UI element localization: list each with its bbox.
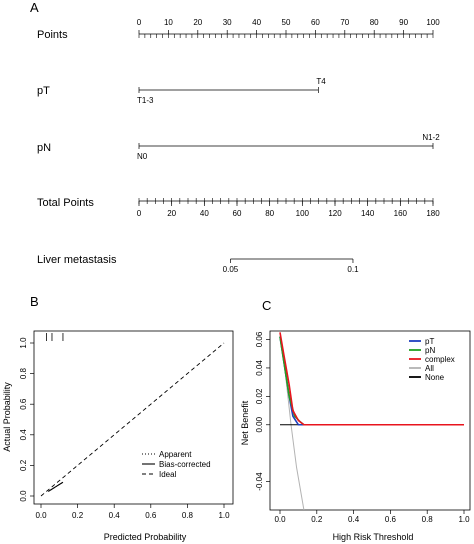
- points-axis-tick-label: 60: [311, 18, 320, 27]
- total-points-axis-tick-label: 120: [328, 209, 342, 218]
- pt-level-label: T4: [316, 77, 326, 86]
- calibration-x-tick-label: 0.4: [109, 511, 121, 520]
- decision-legend-label: All: [425, 364, 434, 373]
- decision-y-axis-title: Net Benefit: [240, 400, 250, 445]
- decision-legend-label: complex: [425, 355, 455, 364]
- total-points-axis-tick-label: 60: [233, 209, 242, 218]
- points-axis-tick-label: 70: [340, 18, 349, 27]
- points-axis-tick-label: 40: [252, 18, 261, 27]
- panel-a-label: A: [30, 0, 39, 15]
- decision-x-tick-label: 0.4: [348, 515, 360, 524]
- total-points-axis-tick-label: 160: [394, 209, 408, 218]
- pn-level-label: N0: [137, 152, 148, 161]
- decision-legend-label: pT: [425, 337, 434, 346]
- decision-legend-label: None: [425, 373, 445, 382]
- calibration-y-tick-label: 0.6: [19, 398, 28, 410]
- decision-legend-label: pN: [425, 346, 435, 355]
- total-points-axis-tick-label: 80: [265, 209, 274, 218]
- calibration-y-tick-label: 0.8: [19, 367, 28, 379]
- calibration-y-tick-label: 0.2: [19, 459, 28, 471]
- calibration-y-axis-title: Actual Probability: [2, 382, 12, 452]
- points-axis-tick-label: 50: [282, 18, 291, 27]
- calibration-y-tick-label: 1.0: [19, 337, 28, 349]
- calibration-legend-label: Apparent: [159, 450, 192, 459]
- decision-x-tick-label: 0.0: [274, 515, 286, 524]
- total-points-axis-tick-label: 0: [137, 209, 142, 218]
- outcome-row-label: Liver metastasis: [37, 254, 117, 266]
- panel-b-label: B: [30, 294, 39, 309]
- points-axis-tick-label: 90: [399, 18, 408, 27]
- calibration-panel: B Predicted Probability Actual Probabili…: [2, 294, 234, 542]
- outcome-axis-tick-label: 0.1: [347, 265, 359, 274]
- calibration-x-tick-label: 0.8: [182, 511, 194, 520]
- calibration-legend-label: Bias-corrected: [159, 460, 211, 469]
- points-axis-tick-label: 80: [370, 18, 379, 27]
- total-points-axis-tick-label: 180: [426, 209, 440, 218]
- decision-y-tick-label: 0.02: [255, 388, 264, 404]
- total-points-axis-tick-label: 40: [200, 209, 209, 218]
- points-axis-tick-label: 100: [426, 18, 440, 27]
- nomogram-panel: A Points pT pN Total Points Liver metast…: [30, 0, 440, 274]
- decision-x-axis-title: High Risk Threshold: [333, 532, 414, 542]
- calibration-y-tick-label: 0.0: [19, 490, 28, 502]
- calibration-y-tick-label: 0.4: [19, 429, 28, 441]
- total-points-row-label: Total Points: [37, 197, 94, 209]
- calibration-series-ideal: [40, 342, 225, 497]
- points-axis-tick-label: 10: [164, 18, 173, 27]
- decision-x-tick-label: 1.0: [458, 515, 470, 524]
- points-row-label: Points: [37, 29, 68, 41]
- decision-y-tick-label: 0.04: [255, 360, 264, 376]
- outcome-axis-tick-label: 0.05: [223, 265, 239, 274]
- calibration-x-tick-label: 0.2: [72, 511, 84, 520]
- decision-x-tick-label: 0.6: [385, 515, 397, 524]
- decision-x-tick-label: 0.2: [311, 515, 323, 524]
- points-axis-tick-label: 0: [137, 18, 142, 27]
- pt-row-label: pT: [37, 85, 50, 97]
- decision-y-tick-label: 0.06: [255, 331, 264, 347]
- calibration-x-tick-label: 0.6: [145, 511, 157, 520]
- points-axis-tick-label: 30: [223, 18, 232, 27]
- calibration-x-tick-label: 0.0: [35, 511, 47, 520]
- decision-y-tick-label: 0.00: [255, 416, 264, 432]
- panel-c-label: C: [262, 298, 271, 313]
- pn-level-label: N1-2: [422, 133, 440, 142]
- decision-y-tick-label: -0.04: [255, 472, 264, 491]
- calibration-plot-frame: [33, 330, 234, 505]
- decision-curve-plot-frame: [269, 330, 471, 511]
- decision-curve-panel: C High Risk Threshold Net Benefit 0.0 0.2…: [240, 298, 471, 542]
- total-points-axis-tick-label: 140: [361, 209, 375, 218]
- calibration-series-bias-corrected: [48, 481, 64, 492]
- pt-level-label: T1-3: [137, 96, 154, 105]
- calibration-legend-label: Ideal: [159, 470, 177, 479]
- decision-x-tick-label: 0.8: [422, 515, 434, 524]
- calibration-x-axis-title: Predicted Probability: [104, 532, 187, 542]
- total-points-axis-tick-label: 20: [167, 209, 176, 218]
- decision-series-complex: [279, 332, 464, 426]
- points-axis-tick-label: 20: [193, 18, 202, 27]
- calibration-x-tick-label: 1.0: [218, 511, 230, 520]
- pn-row-label: pN: [37, 142, 51, 154]
- decision-curve-lines: [279, 332, 464, 510]
- total-points-axis-tick-label: 100: [296, 209, 310, 218]
